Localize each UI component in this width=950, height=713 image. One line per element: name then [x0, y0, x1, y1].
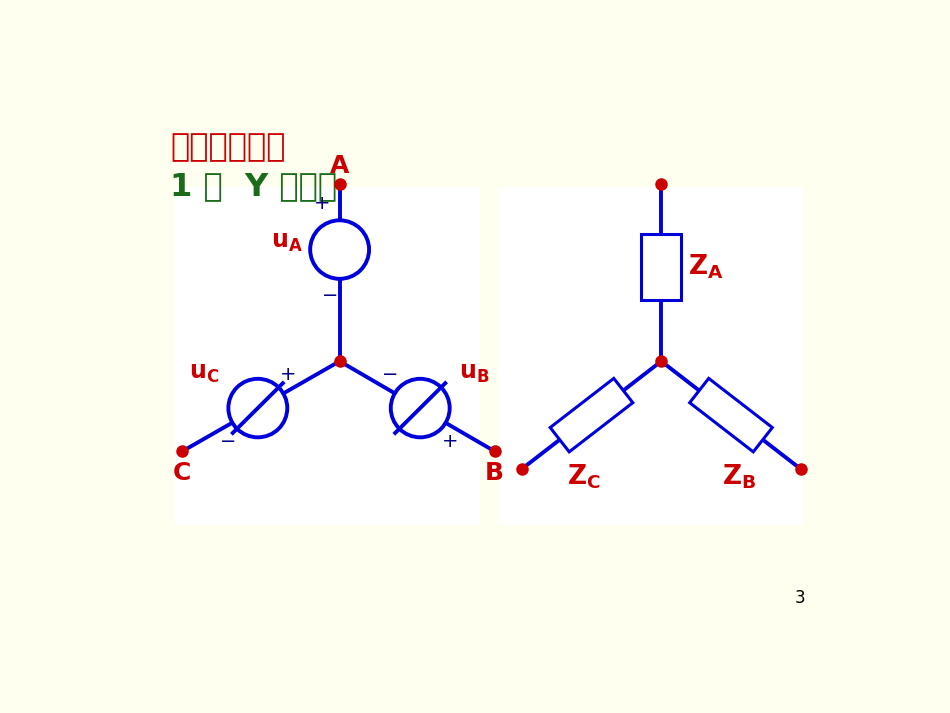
Bar [174, 187, 480, 525]
Text: +: + [279, 365, 296, 384]
Text: −: − [382, 365, 399, 384]
Polygon shape [550, 379, 633, 452]
Text: −: − [219, 432, 236, 451]
Text: +: + [442, 432, 458, 451]
Text: $\bf{u}$$_{\bf{A}}$: $\bf{u}$$_{\bf{A}}$ [271, 230, 302, 254]
Text: $\bf{Z}$$_{\bf{C}}$: $\bf{Z}$$_{\bf{C}}$ [567, 463, 600, 491]
Text: $\bf{Z}$$_{\bf{A}}$: $\bf{Z}$$_{\bf{A}}$ [688, 252, 723, 281]
Text: B: B [485, 461, 504, 485]
Text: $\bf{Z}$$_{\bf{B}}$: $\bf{Z}$$_{\bf{B}}$ [722, 463, 756, 491]
Text: C: C [173, 461, 192, 485]
Text: −: − [322, 287, 338, 305]
Bar [641, 234, 681, 299]
Text: +: + [314, 194, 331, 213]
Text: 二、三相电路: 二、三相电路 [170, 132, 286, 163]
Text: 3: 3 [794, 589, 805, 607]
Text: $\bf{u}$$_{\bf{C}}$: $\bf{u}$$_{\bf{C}}$ [189, 361, 219, 386]
Bar [498, 187, 804, 525]
Polygon shape [690, 379, 772, 452]
Text: A: A [330, 154, 350, 178]
Text: 1 、  Y 形连接: 1 、 Y 形连接 [170, 170, 337, 202]
Text: $\bf{u}$$_{\bf{B}}$: $\bf{u}$$_{\bf{B}}$ [459, 361, 489, 386]
